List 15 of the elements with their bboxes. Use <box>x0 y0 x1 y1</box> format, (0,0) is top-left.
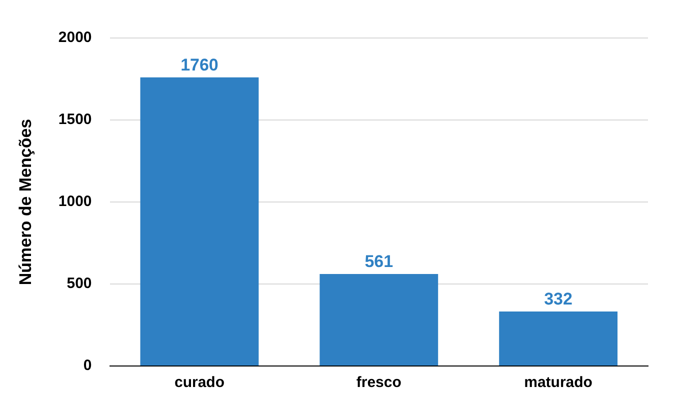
x-tick-label: curado <box>174 374 224 392</box>
data-label: 1760 <box>180 56 218 75</box>
y-tick-label: 0 <box>83 357 92 374</box>
bar <box>499 312 618 366</box>
bar <box>140 77 259 366</box>
data-label: 332 <box>544 290 572 309</box>
bar <box>320 274 438 366</box>
data-label: 561 <box>364 252 394 272</box>
y-tick-label: 500 <box>66 275 92 292</box>
y-axis-title: Número de Menções <box>16 118 35 286</box>
y-tick-label: 1000 <box>58 193 92 210</box>
y-tick-label: 2000 <box>58 29 92 46</box>
x-tick-label: maturado <box>524 374 592 392</box>
x-tick-label: fresco <box>356 374 402 392</box>
y-tick-label: 1500 <box>58 111 92 128</box>
